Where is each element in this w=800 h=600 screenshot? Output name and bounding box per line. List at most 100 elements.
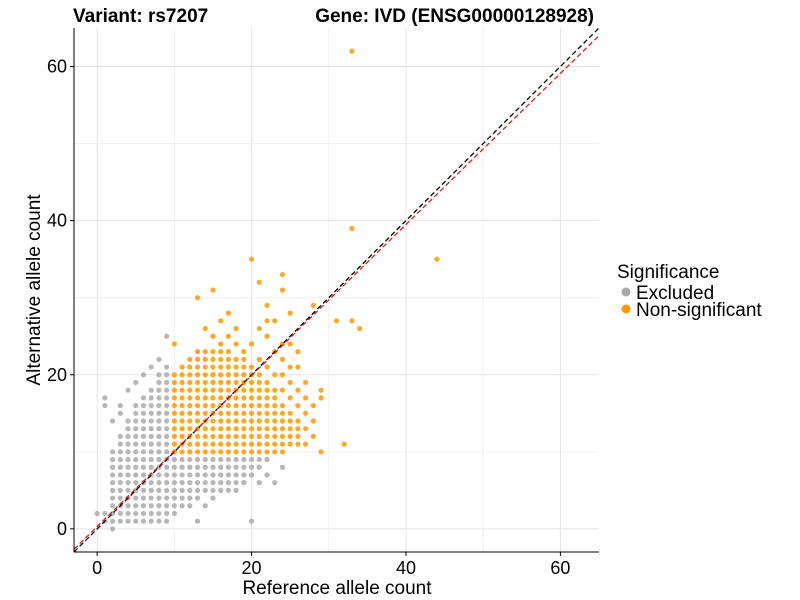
data-point [295, 349, 301, 355]
data-point [310, 418, 316, 424]
data-point [187, 480, 193, 486]
data-point [179, 395, 185, 401]
data-point [156, 456, 162, 463]
data-point [140, 510, 147, 517]
data-point [264, 449, 270, 455]
data-point [187, 456, 193, 463]
data-point [233, 433, 239, 440]
data-point [210, 426, 216, 432]
data-point [272, 449, 278, 455]
legend-key-excluded [621, 287, 631, 297]
data-point [156, 441, 162, 447]
data-point [218, 349, 224, 355]
data-point [210, 418, 216, 424]
data-point [272, 402, 278, 409]
data-point [117, 510, 123, 517]
data-point [225, 372, 232, 378]
data-point [179, 387, 185, 393]
data-point [241, 426, 247, 432]
data-point [187, 372, 193, 378]
series-excluded [94, 333, 286, 532]
data-point [256, 372, 262, 378]
data-point [156, 433, 162, 440]
data-point [256, 480, 262, 486]
data-point [202, 487, 208, 493]
x-tick-label: 20 [242, 558, 262, 578]
data-point [248, 395, 255, 401]
data-point [225, 349, 232, 355]
data-point [125, 426, 131, 432]
data-point [194, 518, 201, 524]
data-point [279, 287, 286, 293]
data-point [125, 418, 131, 424]
data-point [225, 449, 232, 455]
data-point [148, 518, 154, 524]
data-point [210, 472, 216, 478]
data-point [295, 387, 301, 393]
data-point [218, 356, 224, 362]
data-point [272, 372, 278, 378]
data-point [241, 410, 247, 416]
data-point [117, 410, 123, 416]
data-point [256, 464, 262, 470]
data-point [248, 433, 255, 440]
data-point [171, 441, 177, 447]
data-point [210, 395, 216, 401]
data-point [202, 472, 208, 478]
data-point [233, 487, 239, 493]
y-tick-label: 60 [47, 57, 67, 77]
data-point [133, 418, 139, 424]
data-point [125, 487, 131, 493]
data-point [110, 480, 116, 486]
data-point [117, 456, 123, 463]
data-point [110, 487, 116, 493]
data-point [133, 449, 139, 455]
data-point [133, 402, 139, 409]
data-point [140, 464, 147, 470]
data-point [272, 418, 278, 424]
data-point [225, 402, 232, 409]
data-point [133, 472, 139, 478]
legend-label-non-significant: Non-significant [636, 300, 762, 321]
data-point [202, 449, 208, 455]
data-point [272, 318, 278, 324]
data-point [148, 456, 154, 463]
data-point [210, 372, 216, 378]
data-point [164, 449, 170, 455]
data-point [218, 464, 224, 470]
data-point [248, 379, 255, 386]
data-point [225, 333, 232, 339]
data-point [194, 349, 201, 355]
data-point [194, 480, 201, 486]
data-point [125, 456, 131, 463]
data-point [140, 372, 147, 378]
data-point [171, 372, 177, 378]
data-point [125, 510, 131, 517]
data-point [357, 325, 363, 332]
data-point [256, 379, 262, 386]
data-point [156, 426, 162, 432]
data-point [187, 426, 193, 432]
data-point [202, 464, 208, 470]
data-point [125, 464, 131, 470]
data-point [241, 464, 247, 470]
data-point [218, 379, 224, 386]
data-point [248, 410, 255, 416]
data-point [248, 426, 255, 432]
data-point [303, 426, 309, 432]
data-point [303, 410, 309, 416]
data-point [133, 441, 139, 447]
data-point [341, 441, 347, 447]
data-point [225, 487, 232, 493]
data-point [164, 510, 170, 517]
data-point [241, 449, 247, 455]
data-point [117, 518, 123, 524]
data-point [140, 472, 147, 478]
data-point [233, 464, 239, 470]
data-point [194, 487, 201, 493]
data-point [248, 402, 255, 409]
data-point [179, 372, 185, 378]
data-point [218, 433, 224, 440]
data-point [248, 464, 255, 470]
data-point [264, 395, 270, 401]
